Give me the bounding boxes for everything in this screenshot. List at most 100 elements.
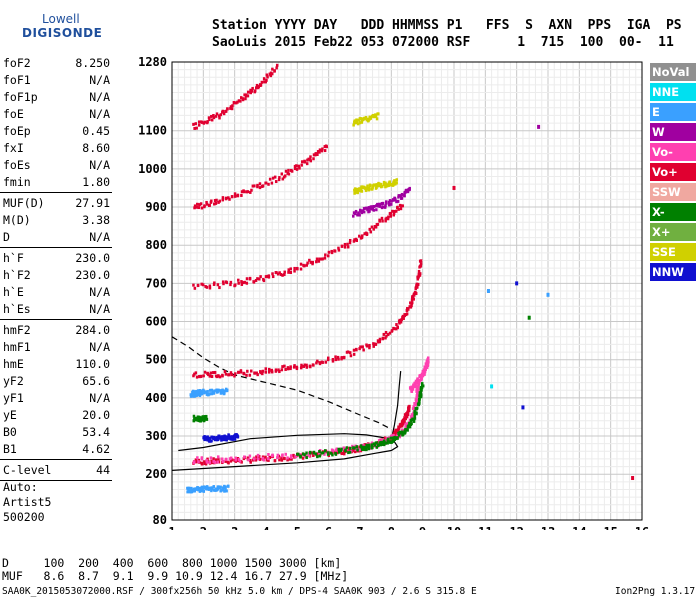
- echo-point: [221, 280, 225, 284]
- echo-point: [384, 204, 387, 208]
- echo-point: [207, 392, 211, 396]
- echo-point: [387, 200, 391, 204]
- echo-point: [271, 272, 274, 276]
- echo-point: [220, 488, 223, 492]
- param-name: yF1: [3, 391, 24, 405]
- echo-point: [215, 198, 218, 202]
- echo-point: [363, 448, 366, 452]
- echo-point: [375, 441, 378, 445]
- echo-point: [297, 164, 301, 168]
- echo-point: [364, 115, 368, 119]
- echo-point: [200, 461, 203, 465]
- echo-point: [217, 457, 220, 461]
- echo-point: [202, 417, 206, 421]
- echo-point: [264, 181, 267, 185]
- echo-point: [367, 188, 371, 192]
- echo-point: [358, 121, 362, 125]
- echo-point: [355, 239, 358, 243]
- echo-point: [215, 488, 219, 492]
- echo-point: [363, 443, 366, 447]
- echo-point: [298, 454, 302, 458]
- echo-point: [385, 334, 388, 338]
- muf-table: D 100 200 400 600 800 1000 1500 3000 [km…: [2, 557, 348, 583]
- param-separator: [0, 192, 112, 193]
- echo-point: [303, 453, 306, 457]
- echo-point: [412, 293, 416, 297]
- echo-point: [261, 372, 264, 376]
- echo-point: [343, 355, 346, 359]
- echo-point: [399, 431, 402, 435]
- echo-point: [398, 435, 402, 439]
- echo-point: [204, 414, 208, 418]
- plot-frame: [171, 61, 643, 521]
- param-value: N/A: [89, 107, 110, 121]
- echo-point: [395, 178, 399, 182]
- echo-point: [226, 107, 229, 111]
- echo-point: [202, 489, 206, 493]
- x-tick-label: 14: [572, 525, 586, 530]
- echo-point: [348, 241, 352, 245]
- echo-point: [360, 211, 364, 215]
- echo-point: [380, 440, 383, 444]
- echo-point: [379, 443, 382, 447]
- echo-point: [399, 320, 403, 324]
- echo-point: [194, 394, 197, 398]
- echo-point: [407, 409, 411, 413]
- echo-point: [300, 163, 303, 167]
- param-name: foF2: [3, 56, 31, 70]
- echo-point: [418, 272, 422, 276]
- echo-point: [400, 204, 403, 208]
- echo-point: [410, 389, 413, 393]
- echo-point: [326, 452, 330, 456]
- param-value: 65.6: [82, 374, 110, 388]
- echo-point: [387, 439, 390, 443]
- param-row: foF1 N/A: [0, 72, 112, 89]
- echo-point: [356, 189, 359, 193]
- echo-point: [309, 260, 313, 264]
- echo-point: [384, 336, 387, 340]
- param-value: 20.0: [82, 408, 110, 422]
- echo-point: [253, 457, 256, 461]
- echo-point: [354, 444, 357, 448]
- echo-point: [210, 388, 214, 392]
- echo-point: [413, 381, 416, 385]
- echo-point: [397, 426, 401, 430]
- echo-point: [207, 116, 211, 120]
- echo-point: [356, 191, 359, 195]
- echo-point: [315, 260, 318, 264]
- echo-point: [293, 266, 296, 270]
- file-info-footer: SAA0K_2015053072000.RSF / 300fx256h 50 k…: [2, 586, 477, 597]
- echo-point: [398, 194, 401, 198]
- echo-point: [390, 329, 394, 333]
- echo-point: [334, 355, 337, 359]
- echo-point: [392, 213, 396, 217]
- echo-point: [406, 413, 410, 417]
- echo-point: [416, 394, 419, 398]
- echo-point: [213, 370, 217, 374]
- echo-point: [270, 370, 274, 374]
- legend-x-: X-: [650, 203, 696, 221]
- echo-point: [368, 209, 371, 213]
- param-value: N/A: [89, 391, 110, 405]
- echo-point: [355, 119, 359, 123]
- echo-point: [378, 441, 382, 445]
- echo-point: [393, 327, 396, 331]
- echo-point: [210, 375, 214, 379]
- echo-point: [366, 187, 369, 191]
- echo-point: [295, 164, 298, 168]
- param-separator: [0, 247, 112, 248]
- echo-point: [414, 379, 418, 383]
- echo-point: [255, 86, 258, 90]
- echo-point: [315, 257, 319, 261]
- echo-point: [212, 371, 215, 375]
- echo-point: [403, 413, 407, 417]
- echo-point: [227, 433, 230, 437]
- autoscaling-info: Auto: Artist5 500200: [3, 480, 51, 525]
- auto-version: 500200: [3, 510, 45, 524]
- echo-point: [287, 268, 291, 272]
- echo-point: [234, 456, 237, 460]
- echo-point: [208, 374, 212, 378]
- echo-point: [237, 370, 240, 374]
- echo-point: [275, 66, 278, 70]
- echo-point: [331, 359, 335, 363]
